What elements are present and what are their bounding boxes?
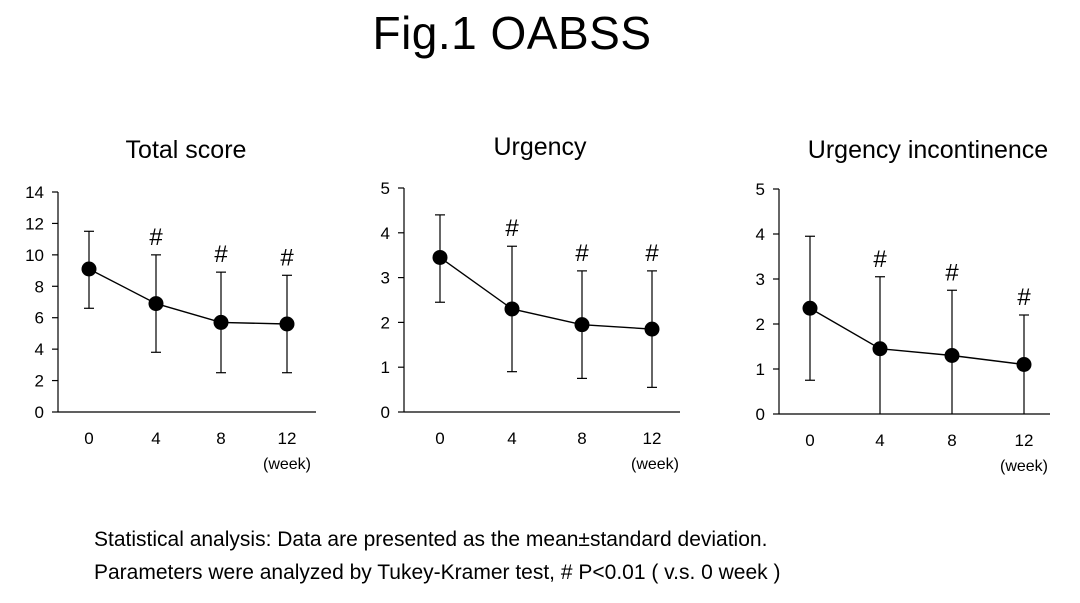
data-point	[1016, 357, 1032, 372]
x-tick-label: 8	[216, 429, 225, 448]
y-tick-label: 1	[756, 360, 765, 379]
y-tick-label: 2	[381, 313, 390, 332]
data-point	[574, 317, 590, 333]
significance-mark: #	[873, 246, 887, 273]
y-tick-label: 5	[756, 180, 765, 199]
x-tick-label: 4	[507, 429, 516, 448]
x-tick-label: 8	[947, 431, 956, 450]
significance-mark: #	[945, 259, 959, 286]
chart-title-total-score: Total score	[125, 136, 247, 164]
y-tick-label: 1	[381, 358, 390, 377]
data-point	[432, 249, 448, 265]
data-point	[644, 321, 660, 337]
y-tick-label: 4	[35, 340, 44, 359]
x-tick-label: 12	[1015, 431, 1034, 450]
significance-mark: #	[575, 240, 589, 267]
footnote-line-1: Statistical analysis: Data are presented…	[94, 528, 768, 551]
y-tick-label: 4	[381, 224, 390, 243]
y-tick-label: 10	[25, 246, 44, 265]
x-tick-label: 4	[875, 431, 884, 450]
y-tick-label: 12	[25, 214, 44, 233]
data-point	[944, 348, 960, 363]
footnote-line-2: Parameters were analyzed by Tukey-Kramer…	[94, 561, 781, 584]
data-point	[148, 296, 164, 312]
y-tick-label: 6	[35, 309, 44, 328]
y-tick-label: 0	[381, 403, 390, 422]
chart-title-urgency-incontinence: Urgency incontinence	[807, 136, 1049, 164]
y-tick-label: 0	[756, 405, 765, 424]
x-tick-label: 0	[805, 431, 814, 450]
y-tick-label: 2	[35, 372, 44, 391]
data-point	[802, 300, 818, 316]
chart-title-urgency: Urgency	[493, 133, 587, 161]
x-axis-label: (week)	[631, 456, 679, 473]
data-point	[213, 314, 229, 330]
y-tick-label: 5	[381, 179, 390, 198]
y-tick-label: 0	[35, 403, 44, 422]
data-point	[504, 301, 520, 317]
data-point	[872, 341, 888, 357]
x-tick-label: 4	[151, 429, 160, 448]
x-tick-label: 12	[278, 429, 297, 448]
significance-mark: #	[505, 215, 519, 242]
figure-title: Fig.1 OABSS	[372, 7, 652, 59]
chart-panel-total-score: 0 2 4 6 8 10 12 14 0 4 8 12 (week) # # #	[25, 183, 316, 473]
x-tick-label: 8	[577, 429, 586, 448]
significance-mark: #	[149, 224, 163, 251]
significance-mark: #	[1017, 284, 1031, 311]
series-line	[439, 256, 653, 330]
significance-mark: #	[214, 241, 228, 268]
series-line	[809, 307, 1025, 366]
y-tick-label: 3	[756, 270, 765, 289]
series-line	[88, 268, 288, 325]
data-point	[279, 316, 295, 332]
y-tick-label: 2	[756, 315, 765, 334]
x-tick-label: 12	[643, 429, 662, 448]
data-point	[81, 261, 97, 277]
y-tick-label: 3	[381, 269, 390, 288]
significance-mark: #	[280, 244, 294, 271]
y-tick-label: 14	[25, 183, 44, 202]
x-axis-label: (week)	[1000, 458, 1048, 475]
x-axis-label: (week)	[263, 456, 311, 473]
x-tick-label: 0	[435, 429, 444, 448]
x-tick-label: 0	[84, 429, 93, 448]
y-tick-label: 4	[756, 225, 765, 244]
y-tick-label: 8	[35, 277, 44, 296]
significance-mark: #	[645, 240, 659, 267]
